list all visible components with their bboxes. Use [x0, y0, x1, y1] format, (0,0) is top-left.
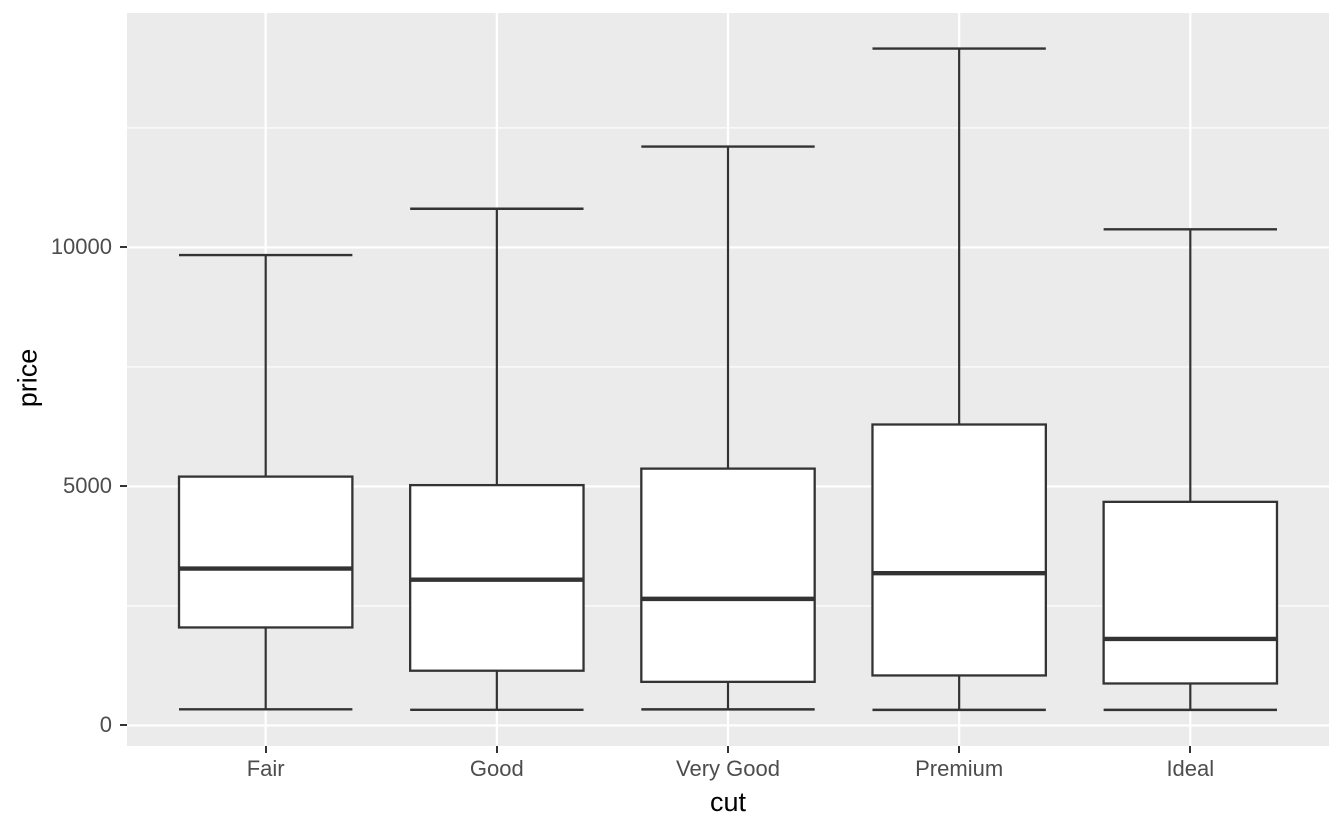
y-tick-label-0: 0 [99, 712, 112, 738]
iqr-box [640, 467, 816, 684]
y-tick-mark [120, 724, 127, 727]
y-tick-label-5000: 5000 [63, 473, 112, 499]
y-tick-mark [120, 485, 127, 488]
y-tick-mark [120, 246, 127, 249]
y-tick-label-10000: 10000 [50, 234, 112, 260]
x-category-label-fair: Fair [246, 756, 285, 781]
iqr-box [871, 423, 1047, 677]
x-tick-mark-premium [958, 746, 961, 753]
boxplot-premium [871, 47, 1047, 712]
boxplot-good [409, 207, 585, 712]
x-category-label-very-good: Very Good [676, 756, 780, 781]
boxplot-ideal [1102, 228, 1279, 712]
boxplot-fair [177, 253, 354, 711]
x-tick-mark-ideal [1189, 746, 1192, 753]
x-tick-mark-fair [264, 746, 267, 753]
x-tick-mark-very-good [727, 746, 729, 753]
x-category-label-ideal: Ideal [1166, 756, 1215, 781]
iqr-box [177, 475, 354, 629]
y-axis-title: price [12, 348, 43, 408]
iqr-box [1102, 500, 1279, 685]
boxplot-very-good [640, 145, 816, 711]
x-category-label-premium: Premium [915, 756, 1004, 781]
x-axis-title: cut [709, 787, 747, 817]
x-category-label-good: Good [469, 756, 524, 781]
x-tick-mark-good [495, 746, 498, 753]
